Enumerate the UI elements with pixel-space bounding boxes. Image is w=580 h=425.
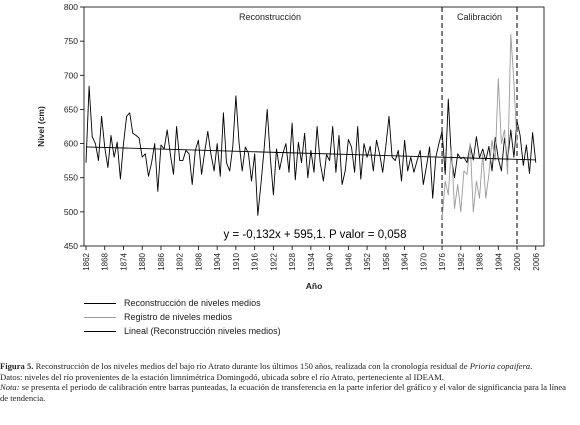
figure-label: Figura 5.: [0, 361, 34, 371]
caption-text-2: .: [530, 361, 533, 371]
x-tick-label: 1970: [419, 252, 428, 270]
chart-area: 450 500 550 600 650 700 750 800 1862 1868 1874 1880…: [36, 2, 545, 290]
species-name: Prioria copaifera: [469, 361, 531, 371]
y-tick-label: 750: [64, 36, 78, 46]
y-tick-label: 500: [64, 207, 78, 217]
legend-swatch-record: [84, 317, 116, 318]
note-label: Nota:: [0, 382, 20, 393]
legend-item-trend: Lineal (Reconstrucción niveles medios): [84, 324, 484, 338]
x-tick-label: 1898: [194, 252, 203, 270]
y-tick-label: 700: [64, 70, 78, 80]
legend-label-record: Registro de niveles medios: [124, 312, 233, 322]
x-tick-label: 1928: [288, 252, 297, 270]
x-tick-label: 1886: [157, 252, 166, 270]
trend-line: [85, 146, 536, 161]
period-label-calibration: Calibración: [457, 12, 502, 22]
x-tick-label: 1940: [326, 252, 335, 270]
x-tick-label: 2000: [513, 252, 522, 270]
legend-swatch-reconstruction: [84, 303, 116, 304]
legend-swatch-trend: [84, 331, 116, 332]
regression-annotation: y = -0,132x + 595,1. P valor = 0,058: [224, 229, 407, 241]
x-tick-label: 1982: [457, 252, 466, 270]
x-tick-label: 1904: [213, 252, 222, 270]
note-text: se presenta el periodo de calibración en…: [0, 382, 566, 403]
x-tick-label: 1958: [382, 252, 391, 270]
caption-text-1: Reconstrucción de los niveles medios del…: [33, 361, 470, 371]
x-tick-label: 1880: [138, 252, 147, 270]
chart-legend: Reconstrucción de niveles medios Registr…: [84, 296, 484, 338]
legend-item-record: Registro de niveles medios: [84, 310, 484, 324]
x-tick-label: 1964: [401, 252, 410, 270]
y-tick-label: 450: [64, 241, 78, 251]
x-tick-label: 1874: [119, 252, 128, 270]
y-tick-label: 800: [64, 2, 78, 12]
line-chart: 450 500 550 600 650 700 750 800 1862 1868 1874 1880…: [36, 2, 545, 290]
x-tick-label: 1862: [82, 252, 91, 270]
figure-caption: Figura 5. Reconstrucción de los niveles …: [0, 361, 576, 403]
caption-note-line: Nota: se presenta el periodo de calibrac…: [0, 382, 576, 403]
record-series-line: [441, 33, 518, 219]
y-axis-title: Nivel (cm): [36, 106, 46, 147]
plot-frame: [83, 6, 545, 247]
caption-figure-line: Figura 5. Reconstrucción de los niveles …: [0, 361, 576, 372]
x-tick-label: 1952: [363, 252, 372, 270]
x-tick-label: 1934: [307, 252, 316, 270]
x-tick-label: 1922: [269, 252, 278, 270]
x-tick-label: 1892: [176, 252, 185, 270]
x-tick-label: 2006: [532, 252, 541, 270]
x-tick-label: 1910: [232, 252, 241, 270]
x-tick-label: 1868: [101, 252, 110, 270]
x-axis-title: Año: [306, 281, 323, 290]
caption-data-line: Datos: niveles del río provenientes de l…: [0, 371, 444, 382]
reconstruction-series-line: [85, 85, 537, 216]
y-tick-label: 600: [64, 139, 78, 149]
legend-label-reconstruction: Reconstrucción de niveles medios: [124, 298, 261, 308]
x-tick-label: 1946: [344, 252, 353, 270]
y-tick-label: 650: [64, 104, 78, 114]
x-tick-label: 1994: [494, 252, 503, 270]
x-tick-label: 1976: [438, 252, 447, 270]
legend-label-trend: Lineal (Reconstrucción niveles medios): [124, 326, 281, 336]
legend-item-reconstruction: Reconstrucción de niveles medios: [84, 296, 484, 310]
x-tick-label: 1988: [476, 252, 485, 270]
period-label-reconstruction: Reconstrucción: [239, 12, 301, 22]
x-tick-label: 1916: [251, 252, 260, 270]
y-tick-label: 550: [64, 173, 78, 183]
